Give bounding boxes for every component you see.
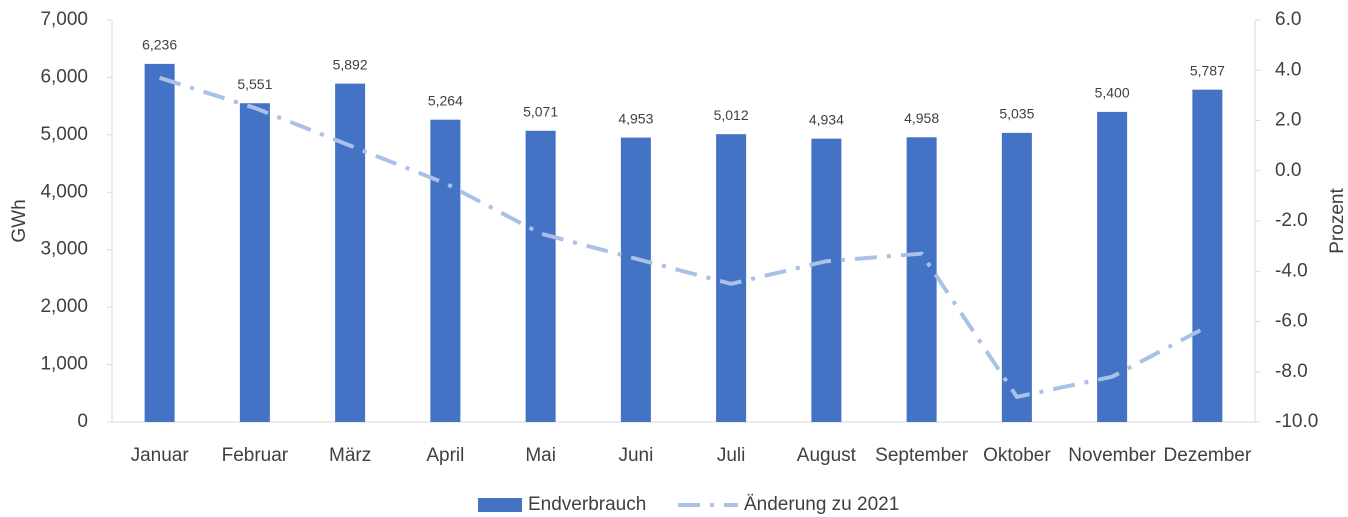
data-label: 4,934	[809, 111, 844, 127]
bar	[144, 63, 175, 422]
y-tick-label: 4,000	[40, 181, 88, 202]
x-tick-label: November	[1068, 445, 1156, 466]
y2-tick-label: 2.0	[1275, 110, 1301, 131]
data-label: 5,787	[1190, 62, 1225, 78]
y2-axis-title: Prozent	[1327, 188, 1348, 254]
bar	[811, 138, 842, 422]
legend-label: Endverbrauch	[528, 494, 646, 515]
bar	[1097, 111, 1128, 422]
data-label: 5,892	[333, 56, 368, 72]
bar	[525, 130, 556, 422]
y-tick-label: 2,000	[40, 296, 88, 317]
x-tick-label: Januar	[131, 445, 190, 466]
x-tick-label: Mai	[525, 445, 556, 466]
y-tick-label: 5,000	[40, 124, 88, 145]
data-label: 4,953	[618, 110, 653, 126]
data-label: 5,551	[237, 76, 272, 92]
y-tick-label: 0	[77, 411, 88, 432]
line	[159, 75, 1209, 400]
x-tick-label: Februar	[222, 445, 289, 466]
x-tick-label: Juni	[618, 445, 653, 466]
y2-tick-label: -6.0	[1275, 311, 1308, 332]
y2-tick-label: 4.0	[1275, 59, 1301, 80]
data-label: 5,071	[523, 103, 558, 119]
x-tick-label: Oktober	[983, 445, 1051, 466]
legend-swatch	[478, 498, 522, 512]
y2-tick-label: -8.0	[1275, 361, 1308, 382]
y2-tick-label: -10.0	[1275, 411, 1318, 432]
bar	[335, 83, 366, 422]
data-label: 5,035	[999, 106, 1034, 122]
x-tick-label: Dezember	[1164, 445, 1252, 466]
data-label: 4,958	[904, 110, 939, 126]
x-tick-label: September	[875, 445, 969, 466]
bar	[906, 137, 937, 422]
y-axis-title: GWh	[9, 199, 30, 242]
bar	[430, 119, 461, 423]
bar	[1192, 89, 1223, 422]
x-tick-label: August	[797, 445, 857, 466]
y2-tick-label: 0.0	[1275, 160, 1301, 181]
y-tick-label: 3,000	[40, 239, 88, 260]
y2-tick-label: -2.0	[1275, 210, 1308, 231]
bar	[716, 134, 747, 422]
y-tick-label: 1,000	[40, 354, 88, 375]
data-label: 5,012	[714, 107, 749, 123]
bar	[239, 103, 270, 423]
legend-label: Änderung zu 2021	[744, 494, 899, 515]
y2-tick-label: 6.0	[1275, 9, 1301, 30]
data-label: 6,236	[142, 37, 177, 53]
x-tick-label: März	[329, 445, 371, 466]
y-tick-label: 7,000	[40, 9, 88, 30]
data-label: 5,400	[1095, 85, 1130, 101]
bar	[620, 137, 651, 423]
bar	[1001, 132, 1032, 422]
x-tick-label: Juli	[717, 445, 746, 466]
data-label: 5,264	[428, 92, 463, 108]
y-tick-label: 6,000	[40, 66, 88, 87]
y2-tick-label: -4.0	[1275, 260, 1308, 281]
x-tick-label: April	[426, 445, 464, 466]
